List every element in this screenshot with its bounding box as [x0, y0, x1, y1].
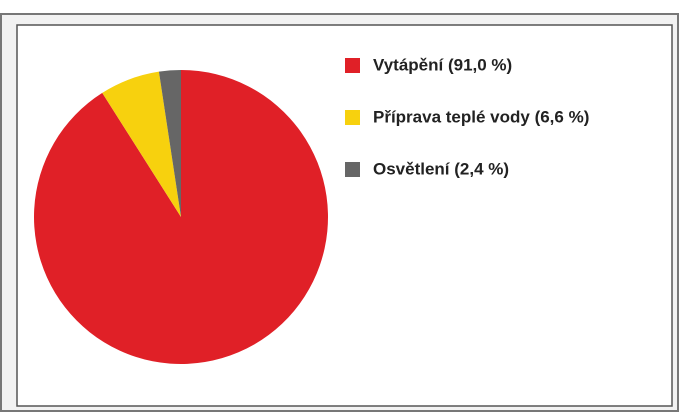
- pie-slice: [33, 70, 328, 364]
- legend-label: Osvětlení (2,4 %): [373, 159, 509, 178]
- legend-swatch: [345, 110, 360, 125]
- pie-slice: [158, 70, 181, 217]
- legend-label: Vytápění (91,0 %): [373, 55, 512, 74]
- legend-swatch: [345, 162, 360, 177]
- legend-swatch: [345, 58, 360, 73]
- pie-slice: [102, 71, 181, 218]
- legend-label: Příprava teplé vody (6,6 %): [373, 107, 589, 126]
